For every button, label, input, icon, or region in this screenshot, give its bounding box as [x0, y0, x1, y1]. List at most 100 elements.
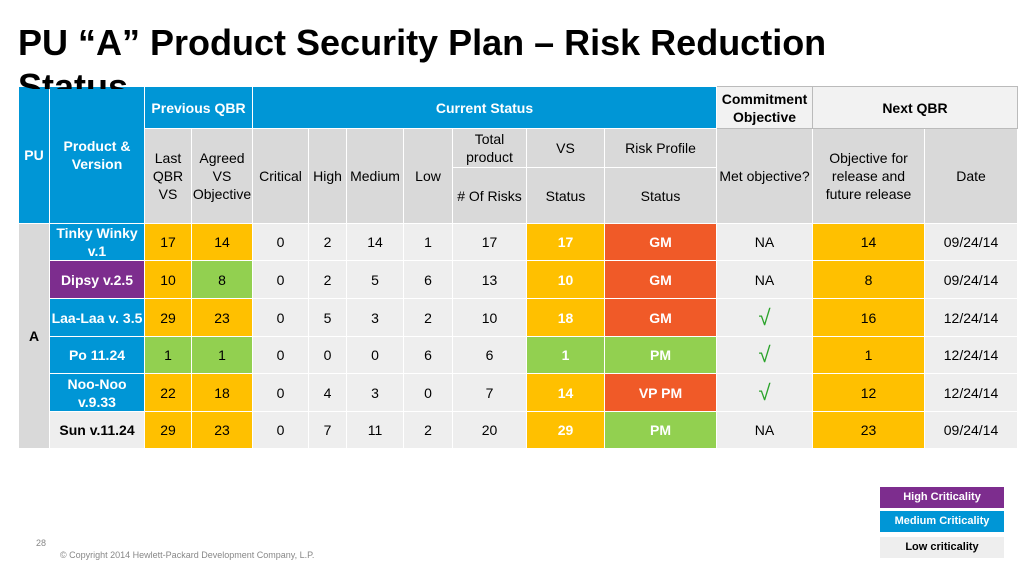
header-medium: Medium: [346, 128, 404, 224]
last-qbr-vs-cell: 22: [144, 373, 192, 412]
product-name: Laa-Laa v. 3.5: [49, 298, 145, 337]
table-row: Po 11.24 1 1 0 0 0 6 6 1 PM √ 1 12/24/14: [19, 336, 1018, 374]
header-low: Low: [403, 128, 453, 224]
met-objective-cell: √: [716, 336, 813, 374]
total-cell: 13: [452, 260, 527, 299]
header-next-qbr: Next QBR: [812, 86, 1018, 129]
vs-status-cell: 10: [526, 260, 605, 299]
last-qbr-vs-cell: 29: [144, 411, 192, 449]
met-objective-cell: √: [716, 373, 813, 412]
objective-cell: 14: [812, 223, 925, 261]
last-qbr-vs-cell: 29: [144, 298, 192, 337]
critical-cell: 0: [252, 223, 309, 261]
agreed-vs-cell: 23: [191, 411, 253, 449]
vs-status-cell: 1: [526, 336, 605, 374]
total-cell: 10: [452, 298, 527, 337]
header-risk-status: Status: [604, 167, 717, 224]
product-name: Noo-Noo v.9.33: [49, 373, 145, 412]
pu-cell: A: [18, 223, 50, 449]
low-cell: 6: [403, 260, 453, 299]
critical-cell: 0: [252, 373, 309, 412]
date-cell: 09/24/14: [924, 260, 1018, 299]
high-cell: 2: [308, 223, 347, 261]
product-name: Po 11.24: [49, 336, 145, 374]
objective-cell: 8: [812, 260, 925, 299]
critical-cell: 0: [252, 336, 309, 374]
table-row: Dipsy v.2.5 10 8 0 2 5 6 13 10 GM NA 8 09/24/14: [19, 260, 1018, 299]
risk-profile-cell: GM: [604, 260, 717, 299]
product-name: Tinky Winky v.1: [49, 223, 145, 261]
header-met-objective: Met objective?: [716, 128, 813, 224]
table-row: Laa-Laa v. 3.5 29 23 0 5 3 2 10 18 GM √ 16 12/24/14: [19, 298, 1018, 337]
date-cell: 09/24/14: [924, 223, 1018, 261]
agreed-vs-cell: 8: [191, 260, 253, 299]
medium-cell: 11: [346, 411, 404, 449]
high-cell: 5: [308, 298, 347, 337]
header-commitment-objective: Commitment Objective: [716, 86, 813, 129]
total-cell: 7: [452, 373, 527, 412]
header-vs: VS: [526, 128, 605, 168]
medium-cell: 3: [346, 373, 404, 412]
objective-cell: 23: [812, 411, 925, 449]
slide-title-continued: Status: [18, 69, 128, 89]
vs-status-cell: 14: [526, 373, 605, 412]
medium-cell: 0: [346, 336, 404, 374]
high-cell: 0: [308, 336, 347, 374]
objective-cell: 1: [812, 336, 925, 374]
low-cell: 2: [403, 298, 453, 337]
header-high: High: [308, 128, 347, 224]
header-date: Date: [924, 128, 1018, 224]
page-number: 28: [36, 538, 47, 548]
last-qbr-vs-cell: 10: [144, 260, 192, 299]
low-cell: 2: [403, 411, 453, 449]
risk-profile-cell: PM: [604, 336, 717, 374]
critical-cell: 0: [252, 298, 309, 337]
last-qbr-vs-cell: 1: [144, 336, 192, 374]
slide-title: PU “A” Product Security Plan – Risk Redu…: [18, 22, 827, 63]
header-agreed-vs-objective: Agreed VS Objective: [191, 128, 253, 224]
vs-status-cell: 18: [526, 298, 605, 337]
met-objective-cell: NA: [716, 411, 813, 449]
high-cell: 4: [308, 373, 347, 412]
header-num-of-risks: # Of Risks: [452, 167, 527, 224]
high-cell: 2: [308, 260, 347, 299]
risk-profile-cell: VP PM: [604, 373, 717, 412]
vs-status-cell: 17: [526, 223, 605, 261]
header-risk-profile: Risk Profile: [604, 128, 717, 168]
table-body: A Tinky Winky v.1 17 14 0 2 14 1 17 17 GM NA 14 09/24…: [18, 223, 1018, 449]
agreed-vs-cell: 1: [191, 336, 253, 374]
critical-cell: 0: [252, 260, 309, 299]
vs-status-cell: 29: [526, 411, 605, 449]
total-cell: 20: [452, 411, 527, 449]
met-objective-cell: NA: [716, 260, 813, 299]
header-product-version: Product & Version: [49, 86, 145, 224]
date-cell: 09/24/14: [924, 411, 1018, 449]
product-name: Dipsy v.2.5: [49, 260, 145, 299]
risk-profile-cell: GM: [604, 298, 717, 337]
header-previous-qbr: Previous QBR: [144, 86, 253, 129]
table-row: Noo-Noo v.9.33 22 18 0 4 3 0 7 14 VP PM √ 12 12/24/1…: [19, 373, 1018, 412]
header-pu: PU: [18, 86, 50, 224]
total-cell: 17: [452, 223, 527, 261]
header-vs-status: Status: [526, 167, 605, 224]
objective-cell: 12: [812, 373, 925, 412]
high-cell: 7: [308, 411, 347, 449]
medium-cell: 3: [346, 298, 404, 337]
date-cell: 12/24/14: [924, 373, 1018, 412]
legend-high-criticality: High Criticality: [880, 487, 1004, 508]
medium-cell: 14: [346, 223, 404, 261]
low-cell: 6: [403, 336, 453, 374]
table-row: Sun v.11.24 29 23 0 7 11 2 20 29 PM NA 23 09/24/14: [19, 411, 1018, 449]
met-objective-cell: √: [716, 298, 813, 337]
legend-low-criticality: Low criticality: [880, 537, 1004, 558]
low-cell: 0: [403, 373, 453, 412]
table-row: A Tinky Winky v.1 17 14 0 2 14 1 17 17 GM NA 14 09/24…: [18, 223, 1018, 449]
low-cell: 1: [403, 223, 453, 261]
risk-table: PU Product & Version Previous QBR Curren…: [18, 86, 1018, 449]
medium-cell: 5: [346, 260, 404, 299]
copyright: © Copyright 2014 Hewlett-Packard Develop…: [60, 550, 315, 560]
product-name: Sun v.11.24: [49, 411, 145, 449]
header-objective-future: Objective for release and future release: [812, 128, 925, 224]
risk-profile-cell: GM: [604, 223, 717, 261]
legend-medium-criticality: Medium Criticality: [880, 511, 1004, 532]
